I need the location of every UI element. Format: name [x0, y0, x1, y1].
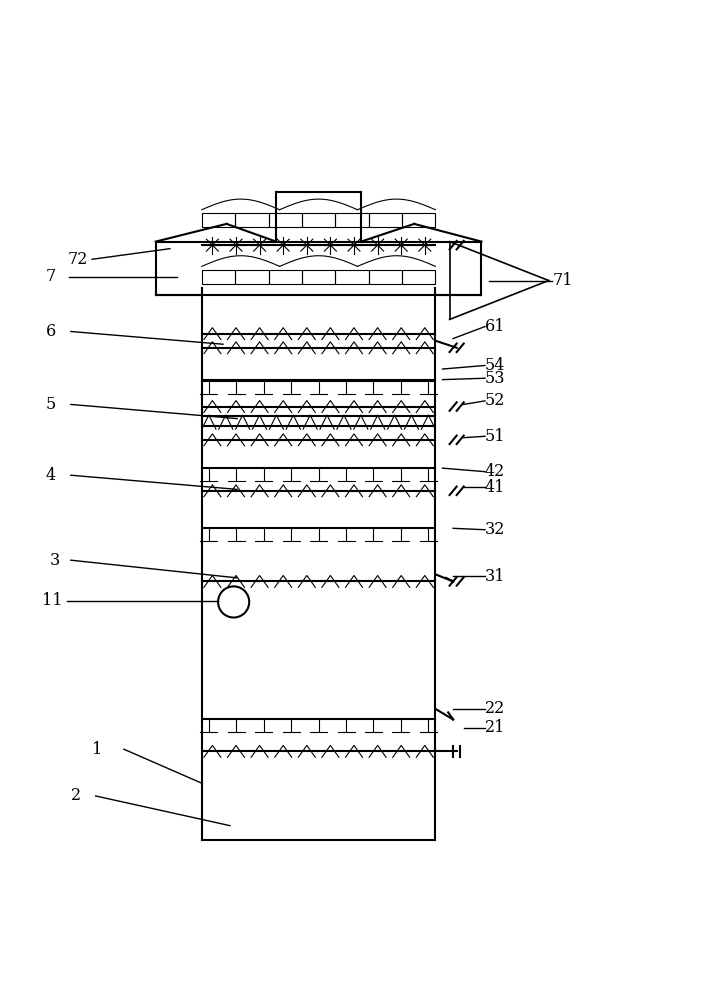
- Text: 1: 1: [92, 741, 102, 758]
- Text: 11: 11: [42, 592, 63, 609]
- Bar: [202, 270, 235, 284]
- Text: 2: 2: [71, 787, 81, 804]
- Text: 22: 22: [485, 700, 506, 717]
- Text: 52: 52: [485, 392, 506, 409]
- Bar: [268, 213, 302, 227]
- Bar: [402, 213, 435, 227]
- Bar: [336, 213, 369, 227]
- Text: 72: 72: [67, 251, 88, 268]
- Bar: [302, 270, 336, 284]
- Text: 71: 71: [552, 272, 573, 289]
- Text: 54: 54: [485, 357, 506, 374]
- Bar: [202, 213, 235, 227]
- Text: 3: 3: [50, 552, 59, 569]
- Text: 42: 42: [485, 463, 506, 480]
- Text: 6: 6: [46, 323, 56, 340]
- Text: 5: 5: [46, 396, 56, 413]
- Text: 61: 61: [485, 318, 506, 335]
- Text: 41: 41: [485, 479, 506, 496]
- Text: 21: 21: [485, 719, 506, 736]
- Bar: [336, 270, 369, 284]
- Bar: [402, 270, 435, 284]
- Text: 4: 4: [46, 467, 56, 484]
- Text: 31: 31: [485, 568, 506, 585]
- Bar: [302, 213, 336, 227]
- Bar: [235, 270, 268, 284]
- Bar: [268, 270, 302, 284]
- Bar: [369, 213, 402, 227]
- Text: 53: 53: [485, 370, 506, 387]
- Text: 51: 51: [485, 428, 506, 445]
- Bar: [369, 270, 402, 284]
- Text: 32: 32: [485, 521, 506, 538]
- Bar: [235, 213, 268, 227]
- Text: 7: 7: [46, 268, 56, 285]
